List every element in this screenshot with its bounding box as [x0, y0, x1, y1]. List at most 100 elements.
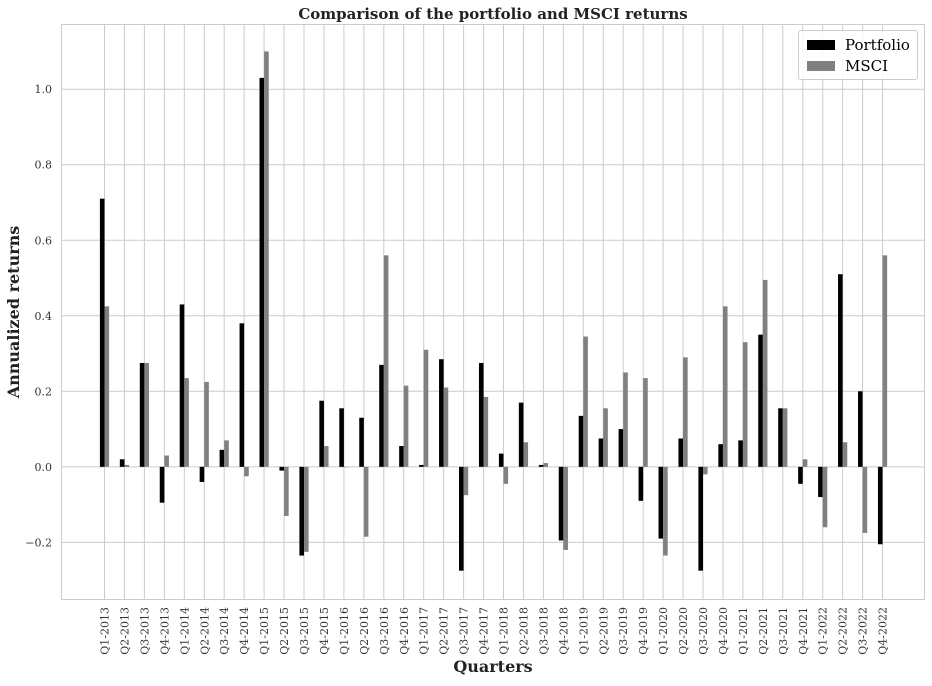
legend-item-msci: MSCI	[807, 56, 888, 76]
x-tick-label: Q1-2022	[817, 607, 830, 655]
y-tick-label: −0.2	[25, 536, 52, 549]
bar-msci-q1-2016	[343, 466, 349, 468]
legend-swatch-msci	[807, 61, 835, 71]
bar-msci-q2-2020	[683, 357, 688, 467]
x-tick-label: Q1-2020	[657, 607, 670, 655]
bar-msci-q1-2018	[503, 466, 509, 484]
x-tick-label: Q3-2015	[298, 607, 311, 655]
bar-portfolio-q3-2022	[858, 391, 863, 467]
bar-msci-q1-2014	[184, 378, 189, 467]
bar-msci-q2-2022	[842, 442, 848, 467]
x-tick-label: Q1-2013	[99, 607, 112, 655]
bar-msci-q3-2018	[543, 463, 548, 467]
bar-msci-q3-2014	[224, 440, 229, 467]
bar-msci-q4-2018	[563, 466, 568, 550]
bar-msci-q4-2016	[403, 385, 409, 467]
bars	[99, 51, 888, 571]
x-tick-label: Q3-2017	[458, 607, 471, 655]
x-tick-label: Q1-2018	[498, 607, 511, 655]
x-tick-label: Q1-2017	[418, 607, 431, 655]
bar-msci-q4-2014	[244, 466, 249, 477]
legend: Portfolio MSCI	[798, 30, 918, 80]
x-tick-label: Q2-2013	[118, 607, 131, 655]
bar-portfolio-q1-2013	[99, 198, 105, 467]
bar-msci-q1-2019	[583, 336, 588, 467]
y-tick-label: 0.0	[35, 461, 53, 474]
x-tick-label: Q3-2016	[378, 607, 391, 655]
bar-msci-q4-2019	[643, 378, 648, 467]
x-tick-label: Q2-2015	[278, 607, 291, 655]
x-axis-label: Quarters	[453, 657, 532, 676]
x-tick-label: Q4-2017	[478, 607, 491, 655]
bar-msci-q1-2020	[663, 466, 668, 556]
x-tick-label: Q1-2021	[737, 607, 750, 655]
x-tick-label: Q3-2020	[697, 607, 710, 655]
bar-msci-q2-2018	[523, 442, 529, 467]
bar-portfolio-q1-2022	[818, 466, 823, 498]
bar-msci-q3-2017	[463, 466, 469, 496]
legend-item-portfolio: Portfolio	[807, 35, 910, 55]
bar-msci-q3-2015	[304, 466, 309, 552]
bar-portfolio-q2-2015	[279, 466, 285, 471]
x-tick-label: Q4-2019	[637, 607, 650, 655]
bar-msci-q3-2016	[383, 255, 389, 467]
bar-portfolio-q2-2014	[199, 466, 205, 482]
bar-msci-q4-2022	[882, 255, 888, 467]
bar-msci-q2-2021	[762, 279, 768, 467]
bar-msci-q2-2015	[284, 466, 289, 516]
bar-msci-q4-2020	[722, 306, 728, 467]
bar-portfolio-q4-2018	[558, 466, 564, 541]
bar-portfolio-q1-2016	[339, 408, 344, 467]
bar-portfolio-q2-2016	[359, 417, 364, 467]
bar-msci-q4-2021	[802, 459, 808, 467]
x-tick-label: Q2-2020	[677, 607, 690, 655]
x-tick-label: Q2-2014	[198, 607, 211, 655]
bar-portfolio-q2-2019	[598, 438, 604, 467]
bar-msci-q2-2014	[204, 381, 209, 467]
x-tick-label: Q4-2018	[557, 607, 570, 655]
x-tick-labels: Q1-2013 Q2-2013 Q3-2013 Q4-2013 Q1-2014 Q2-20…	[99, 607, 890, 655]
x-tick-label: Q3-2019	[617, 607, 630, 655]
x-tick-label: Q2-2022	[837, 607, 850, 655]
x-tick-label: Q4-2014	[238, 607, 251, 655]
bar-portfolio-q1-2019	[578, 415, 584, 467]
bar-portfolio-q3-2017	[459, 466, 464, 571]
x-tick-label: Q1-2015	[258, 607, 271, 655]
y-tick-label: 1.0	[35, 83, 53, 96]
bar-msci-q1-2013	[104, 306, 110, 467]
bar-portfolio-q3-2021	[778, 408, 783, 467]
x-tick-label: Q3-2014	[218, 607, 231, 655]
bar-msci-q3-2013	[144, 362, 149, 467]
bar-msci-q1-2017	[423, 349, 429, 467]
bar-portfolio-q1-2020	[658, 466, 664, 539]
bar-msci-q2-2016	[363, 466, 369, 537]
x-tick-label: Q4-2020	[717, 607, 730, 655]
y-tick-label: 0.2	[35, 385, 53, 398]
legend-label-msci: MSCI	[845, 57, 889, 75]
y-tick-label: 0.4	[35, 310, 53, 323]
bar-portfolio-q4-2022	[877, 466, 883, 545]
x-tick-label: Q4-2015	[318, 607, 331, 655]
bar-portfolio-q4-2013	[159, 466, 165, 503]
x-tick-label: Q1-2019	[577, 607, 590, 655]
x-tick-label: Q2-2019	[597, 607, 610, 655]
grid-lines	[62, 25, 924, 599]
x-tick-label: Q2-2018	[517, 607, 530, 655]
x-tick-label: Q3-2018	[537, 607, 550, 655]
x-tick-label: Q4-2016	[398, 607, 411, 655]
bar-portfolio-q3-2014	[219, 449, 225, 467]
x-tick-label: Q3-2021	[777, 607, 790, 655]
plot-area	[61, 24, 925, 600]
bar-portfolio-q4-2016	[399, 446, 404, 467]
y-axis-label: Annualized returns	[4, 226, 23, 400]
bar-portfolio-q2-2018	[518, 402, 524, 467]
bar-msci-q1-2022	[822, 466, 828, 528]
bar-portfolio-q3-2020	[698, 466, 703, 571]
bar-portfolio-q4-2014	[239, 323, 245, 467]
x-tick-label: Q2-2017	[438, 607, 451, 655]
bar-portfolio-q1-2018	[498, 453, 504, 467]
bar-portfolio-q3-2015	[299, 466, 304, 556]
x-tick-label: Q2-2021	[757, 607, 770, 655]
